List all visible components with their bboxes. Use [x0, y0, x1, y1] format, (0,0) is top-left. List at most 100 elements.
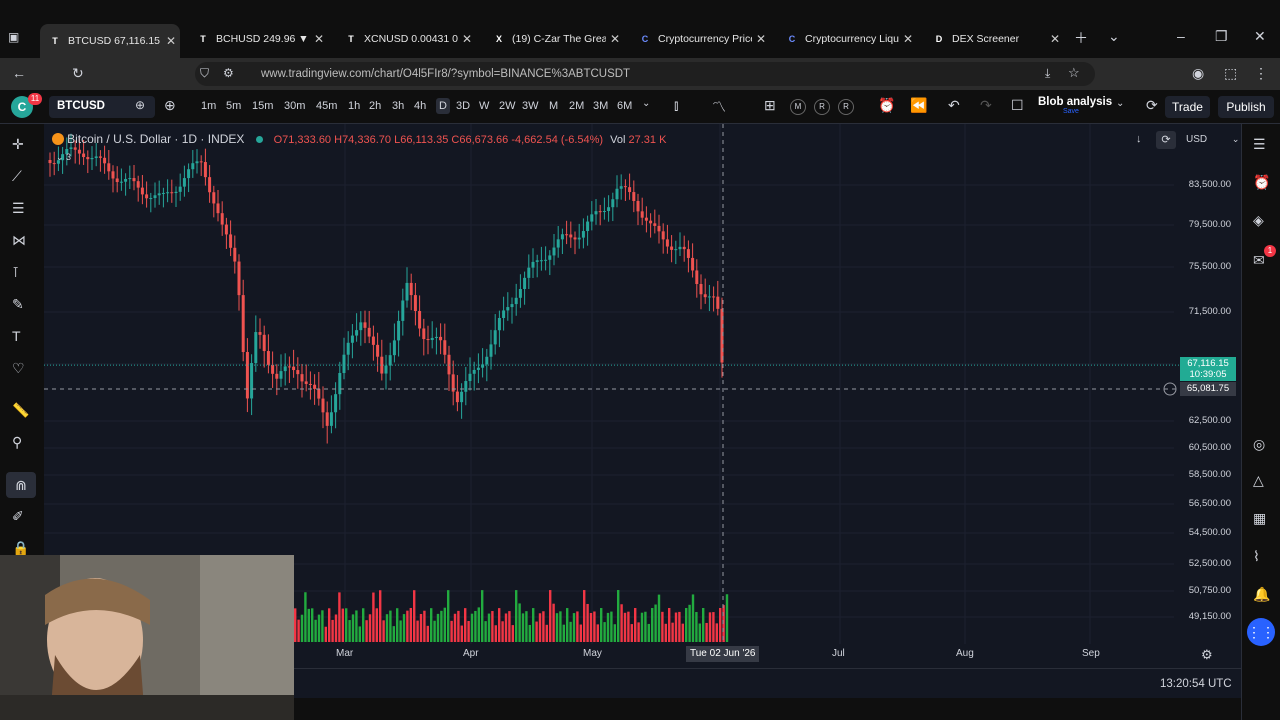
- profile-icon[interactable]: ◉: [1192, 65, 1205, 81]
- replay-icon[interactable]: ⏪: [910, 97, 928, 113]
- symbol-search[interactable]: BTCUSD ⊕: [49, 96, 155, 118]
- interval-6M[interactable]: 6M: [617, 100, 633, 112]
- site-info-icon[interactable]: ⛉: [200, 66, 210, 80]
- trendline-icon[interactable]: ⟋: [12, 168, 22, 184]
- close-window-icon[interactable]: ✕: [1254, 28, 1266, 44]
- alert-icon[interactable]: ⏰: [878, 97, 896, 113]
- site-settings-icon[interactable]: ⚙: [223, 66, 234, 80]
- minimize-icon[interactable]: –: [1177, 28, 1185, 44]
- interval-3h[interactable]: 3h: [392, 100, 405, 112]
- layout-grid-icon[interactable]: ⊞: [764, 97, 776, 113]
- utc-clock[interactable]: 13:20:54 UTC: [1160, 678, 1232, 690]
- currency-select[interactable]: USD ⌄: [1186, 134, 1240, 145]
- target-icon[interactable]: ◎: [1253, 436, 1266, 452]
- interval-dropdown-icon[interactable]: ⌄: [642, 98, 651, 109]
- pattern-icon[interactable]: ⋈: [12, 232, 26, 248]
- alerts-clock-icon[interactable]: ⏰: [1253, 174, 1271, 190]
- tab-list-icon[interactable]: ▣: [8, 30, 20, 44]
- layout-box-icon[interactable]: ☐: [1011, 97, 1024, 113]
- quick-search-icon[interactable]: ⟳: [1146, 97, 1158, 113]
- flag-button[interactable]: R: [838, 99, 854, 115]
- prediction-icon[interactable]: ⊺: [12, 264, 20, 280]
- menu-dots-icon[interactable]: ⋮: [1254, 65, 1268, 81]
- interval-15m[interactable]: 15m: [252, 100, 274, 112]
- notifications-icon[interactable]: 🔔: [1253, 586, 1271, 602]
- chart-pane[interactable]: [44, 124, 1241, 668]
- ideas-icon[interactable]: △: [1253, 472, 1264, 488]
- icons-heart-icon[interactable]: ♡: [12, 360, 25, 376]
- interval-4h[interactable]: 4h: [414, 100, 427, 112]
- interval-2M[interactable]: 2M: [569, 100, 585, 112]
- compare-icon[interactable]: ⊕: [135, 98, 146, 112]
- fib-icon[interactable]: ☰: [12, 200, 25, 216]
- interval-2W[interactable]: 2W: [499, 100, 516, 112]
- tab-close-icon[interactable]: ✕: [609, 32, 621, 46]
- apps-grid-icon[interactable]: ⋮⋮: [1247, 618, 1275, 646]
- browser-tab[interactable]: D DEX Screener ✕: [924, 24, 1064, 54]
- price-chart[interactable]: [44, 124, 1241, 668]
- ruler-icon[interactable]: 📏: [12, 402, 30, 418]
- publish-button[interactable]: Publish: [1218, 96, 1274, 118]
- data-window-icon[interactable]: ◈: [1253, 212, 1264, 228]
- interval-2h[interactable]: 2h: [369, 100, 382, 112]
- interval-1h[interactable]: 1h: [348, 100, 361, 112]
- avatar[interactable]: C: [11, 96, 33, 118]
- restore-icon[interactable]: ❐: [1215, 28, 1228, 44]
- redo-icon[interactable]: ↷: [980, 97, 992, 113]
- watchlist-icon[interactable]: ☰: [1253, 136, 1266, 152]
- interval-D[interactable]: D: [436, 98, 450, 114]
- interval-W[interactable]: W: [479, 100, 490, 112]
- news-icon[interactable]: ⌇: [1253, 548, 1260, 564]
- lock-icon[interactable]: 🔒: [12, 540, 30, 556]
- settings-gear-icon[interactable]: ⚙: [1201, 647, 1213, 662]
- brush-icon[interactable]: ✎: [12, 296, 24, 312]
- layout-name[interactable]: Blob analysis Save: [1038, 96, 1112, 115]
- browser-tab[interactable]: C Cryptocurrency Prices,✕: [630, 24, 770, 54]
- browser-tab[interactable]: T XCNUSD 0.00431 0% |✕: [336, 24, 476, 54]
- bookmark-star-icon[interactable]: ☆: [1068, 65, 1080, 80]
- install-icon[interactable]: ⤓: [1045, 66, 1051, 80]
- autoscale-icon[interactable]: ⟳: [1156, 131, 1176, 149]
- text-tool-icon[interactable]: T: [12, 328, 21, 344]
- interval-30m[interactable]: 30m: [284, 100, 306, 112]
- tab-close-icon[interactable]: ✕: [461, 32, 473, 46]
- browser-tab[interactable]: X (19) C-Zar The Great (✕: [484, 24, 624, 54]
- browser-tab[interactable]: T BCHUSD 249.96 ▼ -6.✕: [188, 24, 328, 54]
- interval-1m[interactable]: 1m: [201, 100, 217, 112]
- new-tab-icon[interactable]: ＋: [1074, 30, 1088, 46]
- indicators-icon[interactable]: 〽: [712, 99, 726, 115]
- tab-close-icon[interactable]: ✕: [755, 32, 767, 46]
- add-symbol-icon[interactable]: ⊕: [164, 97, 176, 113]
- extensions-icon[interactable]: ⬚: [1224, 65, 1238, 81]
- trade-button[interactable]: Trade: [1165, 96, 1210, 118]
- tab-search-icon[interactable]: ⌄: [1108, 28, 1120, 44]
- calendar-icon[interactable]: ▦: [1253, 510, 1267, 526]
- interval-3D[interactable]: 3D: [456, 100, 471, 112]
- flag-button[interactable]: M: [790, 99, 806, 115]
- lock-drawing-icon[interactable]: ✐: [12, 508, 24, 524]
- back-icon[interactable]: ←: [12, 65, 26, 81]
- tab-close-icon[interactable]: ✕: [165, 34, 177, 48]
- flag-button[interactable]: R: [814, 99, 830, 115]
- browser-tab[interactable]: T BTCUSD 67,116.15 ▲ ✕: [40, 24, 180, 58]
- interval-M[interactable]: M: [549, 100, 559, 112]
- reload-icon[interactable]: ↻: [72, 65, 84, 81]
- tab-close-icon[interactable]: ✕: [313, 32, 325, 46]
- crosshair-icon[interactable]: ✛: [12, 136, 24, 152]
- legend-collapse-button[interactable]: ⌄ 3: [56, 152, 72, 162]
- interval-45m[interactable]: 45m: [316, 100, 338, 112]
- tab-close-icon[interactable]: ✕: [902, 32, 914, 46]
- undo-icon[interactable]: ↶: [948, 97, 960, 113]
- add-alert-icon[interactable]: [1163, 382, 1177, 396]
- tab-close-icon[interactable]: ✕: [1049, 32, 1061, 46]
- candle-type-icon[interactable]: ⫾: [674, 97, 679, 113]
- layout-dropdown-icon[interactable]: ⌄: [1116, 98, 1125, 109]
- chat-icon[interactable]: ✉: [1253, 252, 1265, 268]
- interval-3M[interactable]: 3M: [593, 100, 609, 112]
- interval-5m[interactable]: 5m: [226, 100, 242, 112]
- url-field[interactable]: ⛉ ⚙ www.tradingview.com/chart/O4l5FIr8/?…: [195, 62, 1095, 86]
- legend-symbol-name[interactable]: Bitcoin / U.S. Dollar · 1D · INDEX: [67, 132, 245, 146]
- scroll-down-icon[interactable]: ↓: [1136, 133, 1142, 145]
- interval-3W[interactable]: 3W: [522, 100, 539, 112]
- zoom-icon[interactable]: ⚲: [12, 434, 23, 450]
